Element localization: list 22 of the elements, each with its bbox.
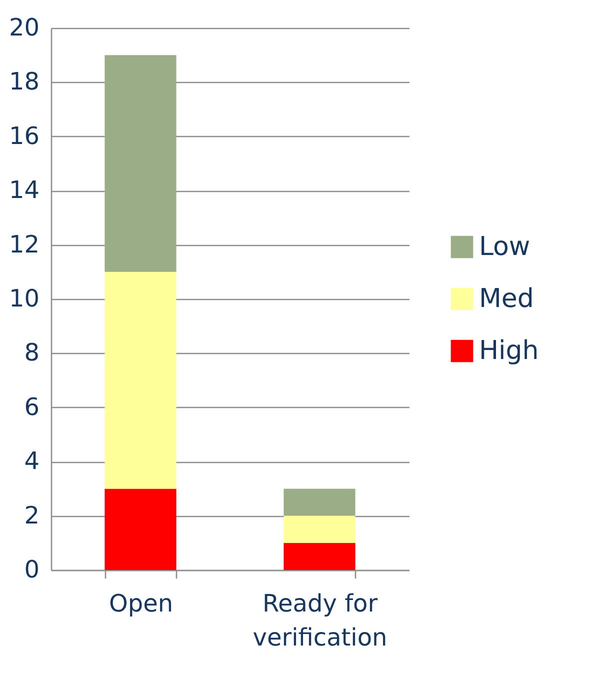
- bar: [284, 488, 356, 516]
- y-tick-label: 4: [24, 447, 40, 476]
- x-tick-label: Ready for verification: [252, 590, 388, 652]
- bar: [284, 542, 356, 570]
- bar: [104, 488, 176, 570]
- y-tick-label: 12: [8, 230, 40, 258]
- bar: [284, 516, 356, 543]
- bar: [104, 272, 176, 489]
- y-tick-label: 2: [24, 501, 40, 530]
- y-tick-label: 10: [8, 284, 40, 312]
- bar: [104, 55, 176, 272]
- legend-label: Low: [479, 232, 530, 262]
- y-tick-label: 6: [24, 392, 40, 421]
- y-tick-label: 8: [24, 338, 40, 367]
- y-tick-label: 18: [8, 68, 40, 96]
- y-tick-label: 14: [8, 176, 40, 204]
- y-tick-label: 16: [8, 122, 40, 150]
- y-tick-label: 0: [24, 556, 40, 584]
- legend-label: Med: [479, 284, 534, 314]
- legend-label: High: [479, 336, 539, 366]
- y-tick-label: 20: [8, 14, 40, 42]
- x-tick-label: Open: [108, 590, 174, 618]
